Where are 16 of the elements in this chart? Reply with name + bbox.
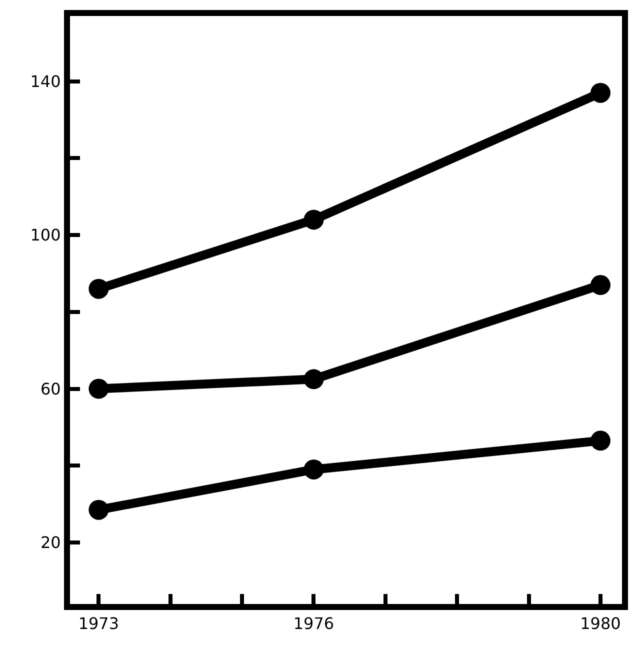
point (88, 278, 109, 299)
point (590, 82, 610, 103)
x-tick-label: 1980 (580, 614, 621, 634)
y-tick-label: 100 (30, 226, 61, 245)
y-tick-label: 20 (40, 533, 61, 552)
point (590, 275, 610, 296)
y-tick-label: 140 (30, 72, 61, 91)
point (304, 459, 324, 480)
x-tick-label: 1973 (78, 614, 120, 634)
y-tick-label: 60 (40, 379, 61, 398)
point (88, 500, 109, 520)
x-tick-label: 1976 (293, 614, 334, 634)
point (304, 210, 324, 230)
point (88, 378, 109, 399)
point (304, 369, 324, 390)
point (590, 430, 610, 451)
